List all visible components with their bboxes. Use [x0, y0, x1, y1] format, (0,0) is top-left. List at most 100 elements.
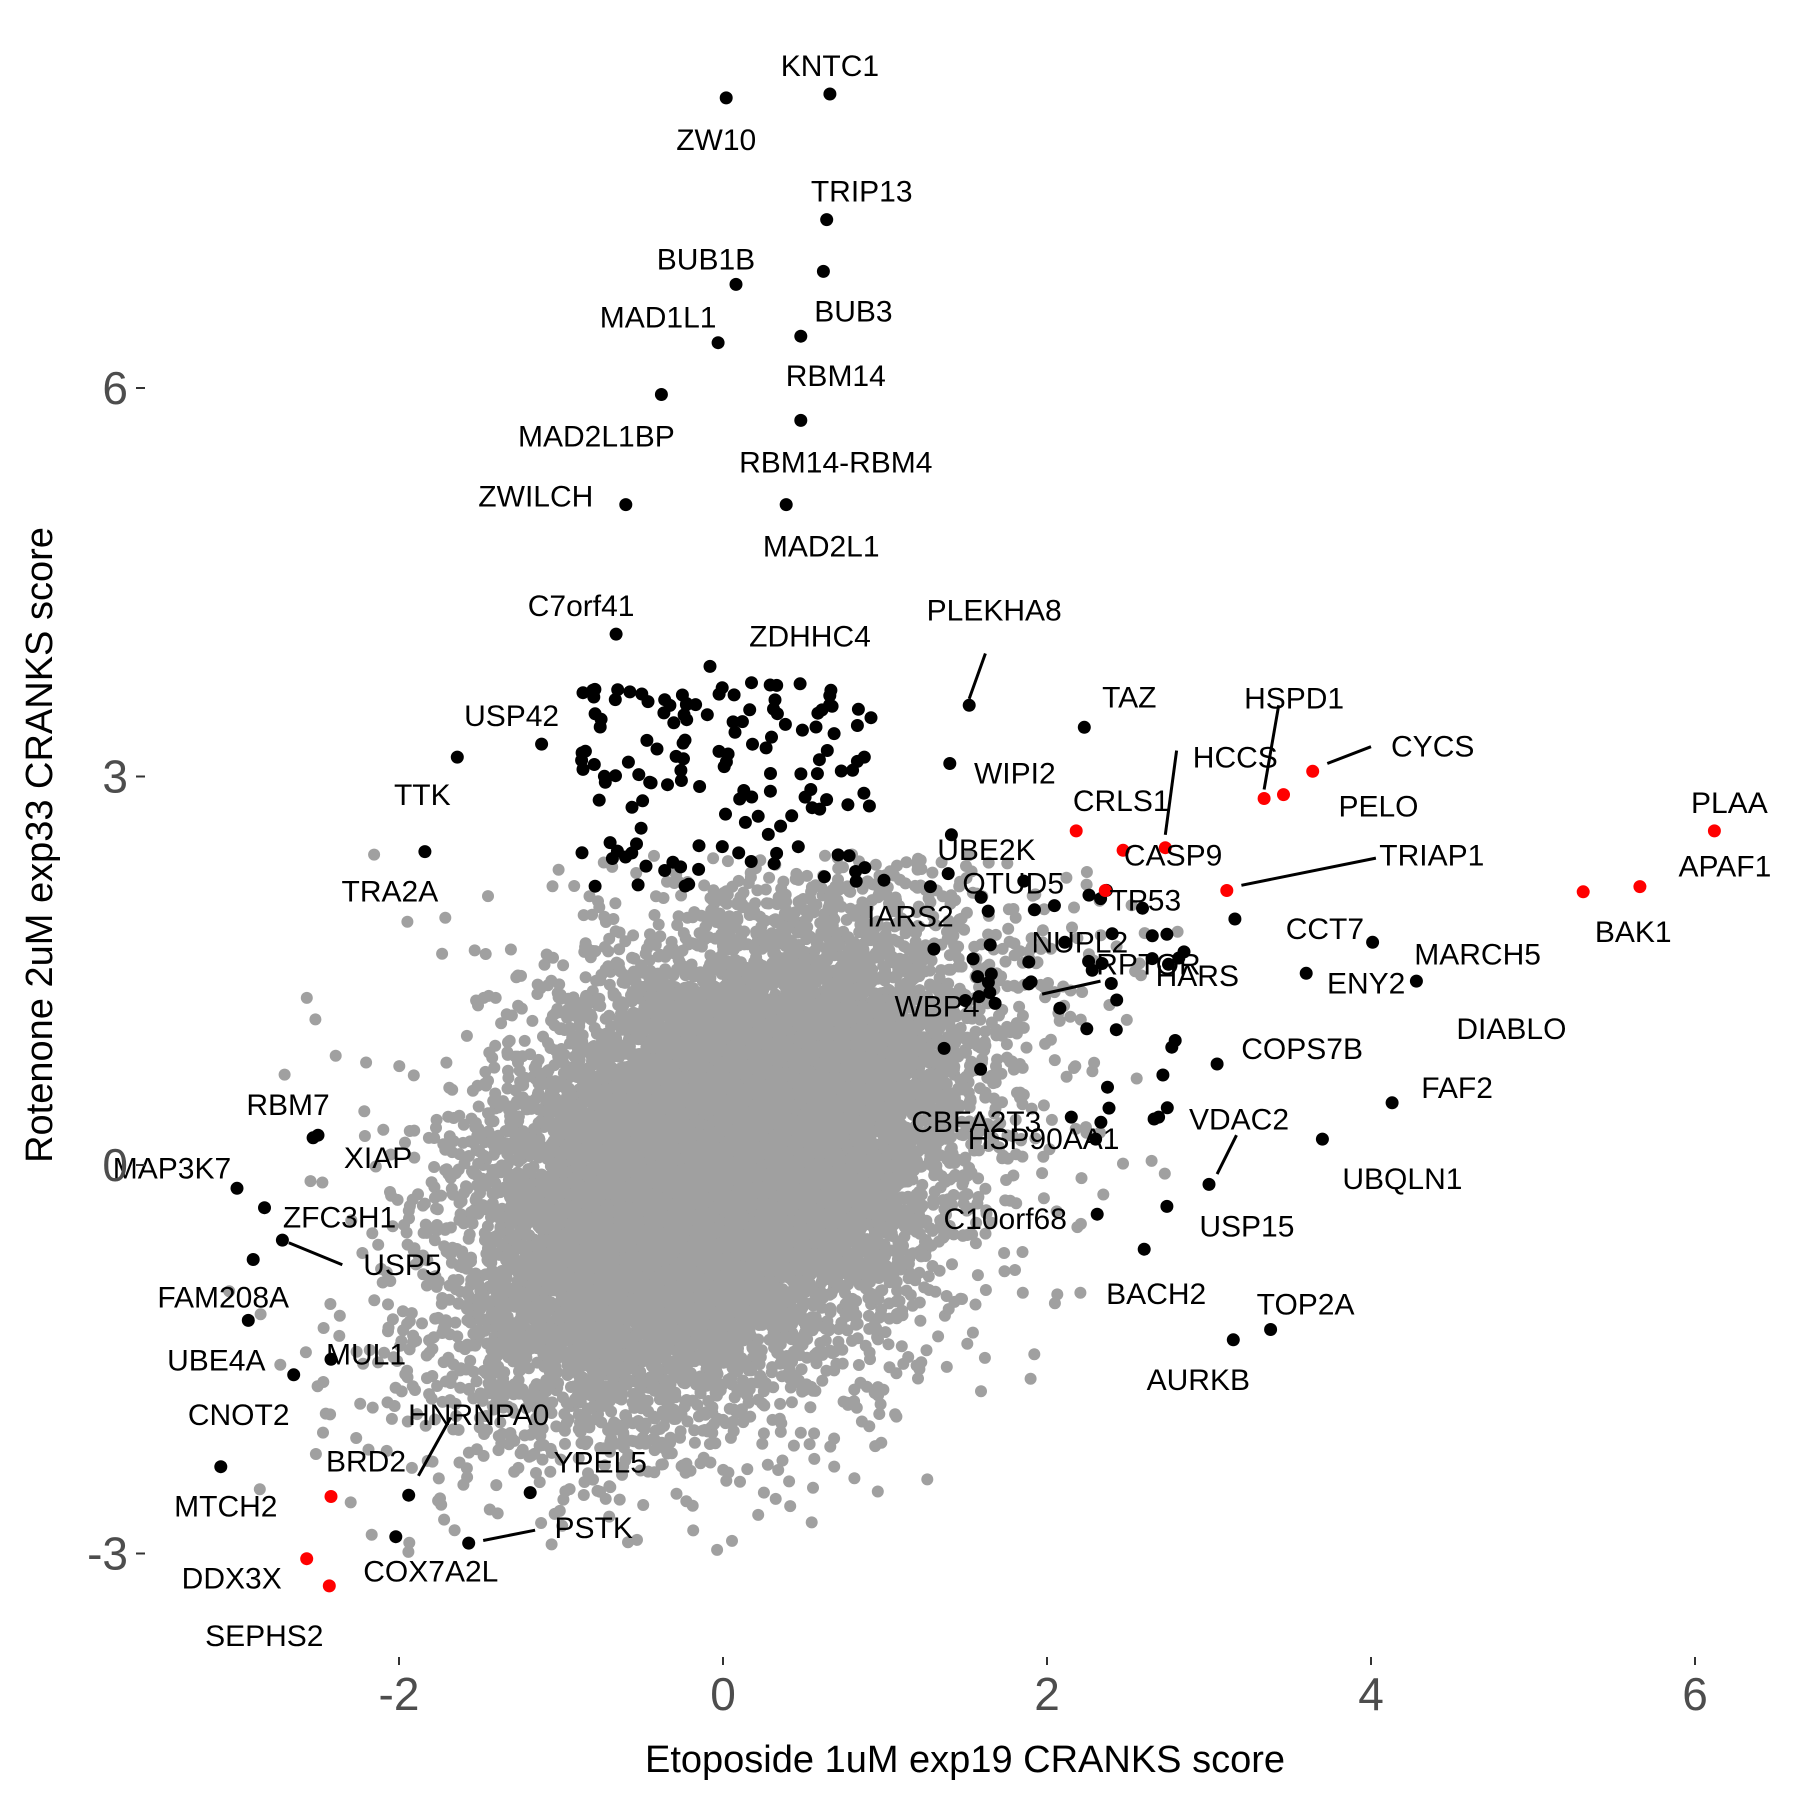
background-point — [1009, 1113, 1022, 1126]
background-point — [360, 1056, 373, 1069]
background-point — [375, 1262, 388, 1275]
background-point — [385, 1412, 398, 1425]
background-point — [316, 1176, 329, 1189]
background-point — [1080, 878, 1093, 891]
background-point — [922, 1270, 935, 1283]
background-point — [372, 1238, 385, 1251]
background-point — [1080, 866, 1093, 878]
background-point — [869, 858, 882, 871]
background-point — [396, 1305, 409, 1318]
background-point — [448, 1524, 461, 1537]
background-point — [932, 1330, 945, 1343]
background-point — [317, 1322, 330, 1334]
background-point — [253, 1483, 266, 1496]
background-point — [1171, 925, 1184, 938]
background-point — [776, 1454, 789, 1467]
background-point — [687, 1524, 700, 1537]
background-point — [1043, 1143, 1056, 1156]
background-point — [425, 1176, 438, 1189]
background-point — [652, 918, 665, 931]
background-point — [761, 1458, 774, 1471]
background-point — [599, 1492, 612, 1505]
background-point — [609, 897, 622, 910]
background-point — [368, 1294, 381, 1307]
background-point — [971, 1269, 984, 1282]
background-point — [526, 1014, 539, 1027]
background-point — [1001, 857, 1014, 870]
background-point — [470, 1375, 483, 1388]
background-point — [419, 1419, 432, 1432]
background-point — [1025, 932, 1038, 945]
background-point — [828, 1460, 841, 1473]
background-point — [401, 915, 414, 928]
background-point — [1036, 924, 1049, 937]
background-point — [417, 1268, 430, 1281]
background-point — [814, 1337, 827, 1349]
background-point — [1048, 1054, 1061, 1067]
background-point — [787, 1439, 800, 1452]
background-point — [972, 1191, 985, 1203]
background-point — [688, 1424, 701, 1437]
background-point — [538, 958, 551, 971]
background-point — [384, 1275, 397, 1287]
background-point — [1130, 1072, 1143, 1085]
background-point — [622, 1536, 634, 1549]
background-point — [382, 1321, 395, 1334]
background-point — [979, 1227, 992, 1240]
background-point — [356, 1247, 369, 1259]
background-point — [278, 1068, 291, 1081]
background-point — [808, 1427, 821, 1440]
background-point — [726, 1534, 738, 1547]
background-point — [945, 1141, 958, 1154]
background-point — [366, 1401, 379, 1414]
background-point — [783, 1475, 796, 1488]
background-point — [500, 1008, 513, 1021]
background-point — [1013, 1000, 1026, 1013]
background-point — [648, 849, 660, 862]
background-point — [299, 1346, 312, 1359]
background-point — [935, 856, 948, 869]
background-point — [605, 1405, 618, 1418]
background-points — [223, 848, 1184, 1558]
background-point — [1044, 1033, 1057, 1046]
background-point — [1037, 1192, 1050, 1205]
background-point — [380, 1444, 393, 1457]
background-point — [365, 1528, 378, 1541]
background-point — [598, 1459, 611, 1472]
background-point — [432, 1472, 445, 1485]
background-point — [975, 1385, 987, 1398]
background-point — [946, 1258, 958, 1271]
background-point — [591, 1484, 604, 1497]
background-point — [698, 879, 711, 892]
background-point — [345, 1214, 358, 1227]
background-point — [1038, 903, 1051, 916]
background-point — [741, 1463, 754, 1476]
background-point — [703, 1438, 716, 1450]
background-point — [372, 1356, 385, 1369]
background-point — [545, 1538, 558, 1551]
background-point — [707, 852, 720, 865]
background-point — [553, 1504, 566, 1517]
background-point — [568, 880, 581, 892]
background-point — [482, 890, 494, 903]
background-point — [309, 1013, 322, 1026]
background-point — [357, 1357, 370, 1370]
background-point — [317, 1426, 329, 1439]
background-point — [557, 959, 570, 972]
background-point — [774, 1425, 787, 1438]
background-point — [586, 908, 599, 921]
background-point — [577, 1489, 590, 1501]
background-point — [1028, 1348, 1041, 1361]
background-point — [439, 911, 452, 924]
background-point — [362, 1443, 375, 1456]
background-point — [784, 1500, 797, 1513]
background-point — [872, 1333, 884, 1346]
background-point — [1145, 1154, 1158, 1167]
background-point — [785, 1396, 798, 1409]
background-point — [752, 1508, 765, 1521]
background-point — [926, 866, 939, 879]
background-point — [648, 909, 661, 921]
background-point — [969, 1298, 982, 1311]
background-point — [979, 1182, 992, 1195]
